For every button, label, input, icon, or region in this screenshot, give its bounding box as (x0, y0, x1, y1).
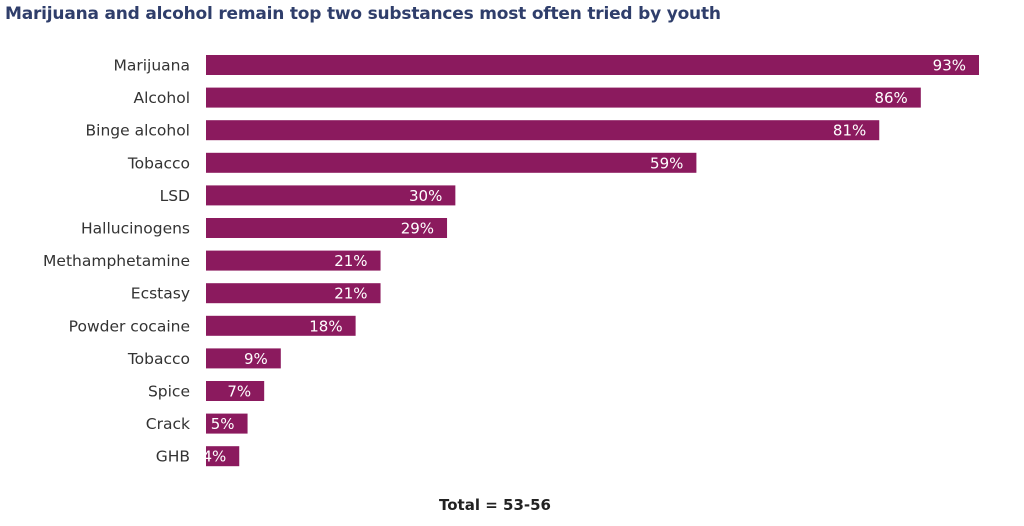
category-label: Ecstasy (131, 285, 190, 303)
data-label: 4% (202, 448, 226, 466)
bar (206, 250, 381, 271)
data-label: 21% (334, 285, 367, 303)
bar (206, 55, 979, 75)
total-footnote: Total = 53-56 (439, 496, 551, 514)
category-label: Binge alcohol (86, 122, 191, 140)
data-label: 86% (874, 89, 907, 107)
category-label: LSD (160, 187, 190, 205)
data-label: 30% (409, 187, 442, 205)
bar (206, 348, 281, 369)
category-label: Spice (148, 383, 190, 401)
category-label: Marijuana (113, 57, 190, 75)
bar (206, 381, 265, 401)
category-label: GHB (156, 448, 190, 466)
category-label: Hallucinogens (81, 220, 190, 238)
data-label: 21% (334, 252, 367, 270)
category-label: Alcohol (133, 89, 190, 107)
data-label: 9% (244, 350, 268, 368)
chart-title: Marijuana and alcohol remain top two sub… (5, 4, 721, 24)
category-label: Tobacco (127, 350, 190, 368)
data-label: 5% (211, 415, 235, 433)
bar (206, 283, 381, 304)
data-label: 18% (309, 317, 342, 335)
category-label: Powder cocaine (69, 317, 190, 335)
data-label: 93% (933, 57, 966, 75)
bar (206, 413, 248, 434)
bar (206, 152, 697, 173)
bar (206, 185, 456, 206)
category-label: Tobacco (127, 154, 190, 172)
bar (206, 446, 240, 467)
category-label: Methamphetamine (43, 252, 190, 270)
data-label: 29% (401, 220, 434, 238)
bar (206, 120, 880, 141)
bar (206, 87, 921, 108)
bar (206, 218, 448, 238)
data-label: 7% (227, 383, 251, 401)
data-label: 59% (650, 154, 683, 172)
data-label: 81% (833, 122, 866, 140)
bar (206, 315, 356, 336)
category-label: Crack (146, 415, 190, 433)
